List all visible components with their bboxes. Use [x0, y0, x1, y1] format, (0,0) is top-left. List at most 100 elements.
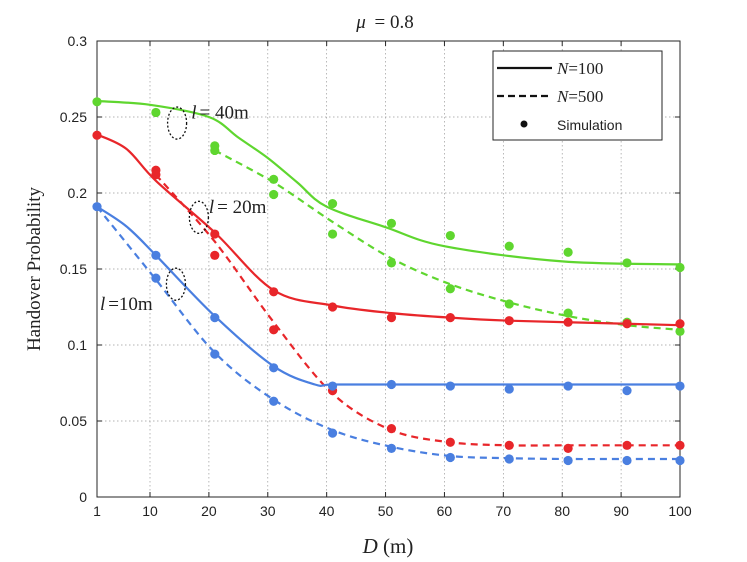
simulation-point — [563, 308, 573, 318]
legend-entry-n500: N=500 — [556, 87, 603, 106]
y-tick-label: 0.25 — [60, 109, 87, 125]
simulation-point — [622, 386, 632, 396]
group-ellipse-1 — [188, 200, 210, 234]
legend-entry-n100: N=100 — [556, 59, 603, 78]
x-axis-label-unit: (m) — [383, 534, 413, 558]
simulation-point — [445, 284, 455, 294]
simulation-point — [92, 97, 102, 107]
x-tick-label: 70 — [496, 503, 512, 519]
simulation-point — [386, 218, 397, 228]
legend: N=100 N=500 Simulation — [492, 50, 663, 141]
y-tick-label: 0.2 — [68, 185, 88, 201]
x-tick-label: 90 — [613, 503, 629, 519]
series-layer — [92, 97, 685, 466]
simulation-point — [675, 440, 685, 450]
simulation-point — [675, 381, 685, 391]
simulation-point — [675, 319, 685, 329]
annotation-label-2: l =10m — [100, 294, 153, 315]
simulation-point — [210, 349, 220, 359]
simulation-point — [151, 273, 161, 283]
x-axis-label: D (m) — [362, 534, 414, 558]
simulation-point — [563, 381, 573, 391]
simulation-point — [445, 437, 455, 447]
legend-entry-n100-value: =100 — [568, 59, 603, 78]
simulation-point — [386, 313, 397, 323]
simulation-point — [269, 287, 279, 297]
simulation-point — [327, 199, 338, 209]
simulation-point — [269, 363, 279, 373]
annotation-value: = 40m — [200, 103, 249, 124]
x-tick-label: 1 — [93, 503, 101, 519]
series-line-2 — [96, 133, 681, 327]
legend-entry-n500-value: =500 — [568, 87, 603, 106]
annotation-var: l — [191, 103, 196, 124]
simulation-point — [151, 170, 161, 180]
simulation-point — [445, 313, 455, 323]
simulation-point — [675, 455, 685, 466]
title-mu-symbol: μ — [355, 12, 366, 33]
simulation-point — [445, 230, 455, 241]
legend-entry-n100-var: N — [556, 59, 570, 78]
simulation-point — [210, 229, 220, 239]
simulation-point — [151, 107, 161, 118]
simulation-point — [504, 454, 514, 464]
x-tick-label: 20 — [201, 503, 217, 519]
simulation-point — [563, 247, 573, 257]
annotation-value: = 20m — [217, 197, 266, 218]
x-tick-label: 60 — [437, 503, 453, 519]
simulation-point — [386, 258, 397, 268]
simulation-point — [675, 326, 685, 336]
y-tick-label: 0.1 — [68, 337, 88, 353]
x-tick-label: 40 — [319, 503, 335, 519]
simulation-point — [327, 381, 338, 391]
simulation-point — [445, 381, 455, 391]
simulation-point — [327, 302, 338, 312]
x-tick-label: 50 — [378, 503, 394, 519]
x-axis-label-var: D — [362, 534, 378, 558]
title-value: = 0.8 — [375, 12, 414, 33]
simulation-point — [327, 229, 338, 239]
simulation-point — [622, 440, 632, 450]
series-line-4 — [96, 205, 680, 387]
y-tick-label: 0 — [79, 489, 87, 505]
annotation-label-0: l = 40m — [191, 103, 249, 124]
simulation-point — [269, 189, 279, 200]
group-ellipse-2 — [165, 267, 187, 301]
annotation-var: l — [100, 294, 105, 315]
simulation-point — [563, 443, 573, 453]
simulation-point — [504, 440, 514, 450]
x-tick-label: 30 — [260, 503, 276, 519]
simulation-point — [386, 424, 397, 434]
series-line-1 — [214, 149, 681, 331]
simulation-point — [269, 396, 279, 406]
simulation-point — [563, 455, 573, 466]
series-line-5 — [96, 206, 680, 461]
grid-layer — [97, 41, 680, 497]
simulation-point — [504, 316, 514, 326]
simulation-point — [210, 250, 220, 260]
legend-entry-n500-var: N — [556, 87, 570, 106]
simulation-point — [386, 379, 397, 390]
simulation-point — [622, 319, 632, 329]
simulation-point — [327, 428, 338, 438]
simulation-point — [504, 384, 514, 394]
legend-entry-simulation: Simulation — [557, 117, 622, 133]
simulation-point — [445, 452, 455, 463]
simulation-point — [210, 145, 220, 156]
annotation-value: =10m — [108, 294, 153, 315]
simulation-point — [622, 455, 632, 466]
x-tick-label: 100 — [668, 503, 692, 519]
y-tick-label: 0.05 — [60, 413, 87, 429]
simulation-point — [504, 299, 514, 309]
simulation-point — [269, 325, 279, 335]
annotation-var: l — [209, 197, 214, 218]
simulation-point — [675, 262, 685, 273]
simulation-point — [563, 317, 573, 327]
simulation-point — [210, 313, 220, 323]
legend-simulation-marker — [520, 120, 528, 128]
x-tick-label: 10 — [142, 503, 158, 519]
simulation-point — [504, 241, 514, 251]
